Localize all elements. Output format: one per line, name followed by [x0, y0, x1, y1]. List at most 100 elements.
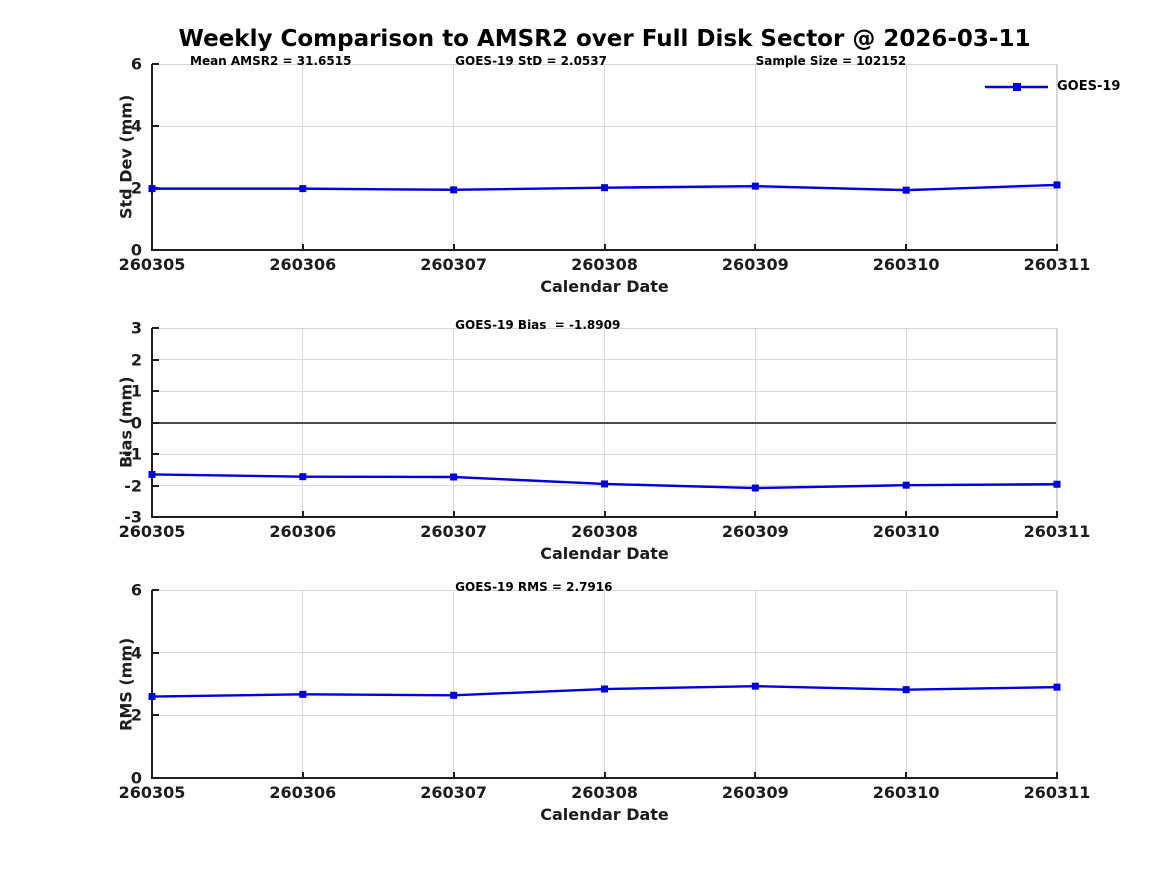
subplot-bias: 260305 260306 260307 260308 260309 260310 2603…	[117, 318, 1091, 563]
x-tick-label: 260307	[420, 783, 488, 802]
y-tick-label: 1	[130, 381, 142, 401]
zero-reference-line	[152, 421, 1057, 424]
plot-spine-left	[151, 590, 153, 778]
x-axis-tick	[301, 511, 304, 517]
x-tick-label: 260308	[571, 255, 638, 274]
gridline	[152, 125, 1057, 127]
x-axis-tick	[754, 244, 757, 250]
plot-spine-right	[1056, 328, 1057, 517]
y-tick-label: 2	[130, 705, 142, 725]
x-tick-label: 260307	[420, 255, 488, 274]
chart-title: Weekly Comparison to AMSR2 over Full Dis…	[178, 26, 1031, 52]
gridline	[1056, 64, 1058, 250]
y-axis-tick	[152, 777, 159, 779]
plot-annotation: GOES-19 Bias = -1.8909	[455, 318, 621, 332]
x-tick-label: 260305	[118, 255, 186, 274]
y-tick-label: -2	[124, 476, 142, 495]
x-tick-label: 260305	[118, 522, 186, 541]
y-axis-tick	[152, 421, 159, 424]
gridline	[453, 64, 455, 250]
x-axis-tick	[905, 511, 908, 517]
x-tick-label: 260308	[571, 522, 638, 541]
y-axis-tick	[152, 453, 159, 455]
legend: GOES-19	[985, 79, 1120, 94]
y-axis-tick	[152, 249, 159, 251]
x-axis-tick	[151, 772, 153, 778]
plot-spine-top	[152, 590, 1057, 591]
y-tick-label: 4	[130, 116, 142, 136]
gridline	[754, 64, 756, 250]
x-axis-tick	[1056, 511, 1058, 517]
y-axis-tick	[152, 125, 159, 127]
y-tick-label: 0	[130, 768, 142, 788]
y-tick-label: 2	[130, 178, 142, 198]
plot-annotation: Sample Size = 102152	[755, 54, 907, 68]
x-tick-label: 260311	[1023, 783, 1091, 802]
x-axis-tick	[452, 511, 455, 517]
x-tick-label: 260310	[872, 522, 940, 541]
plot-spine-top	[152, 328, 1057, 329]
subplot-rms: 260305 260306 260307 260308 260309 260310 2603…	[117, 580, 1091, 824]
x-axis-tick	[151, 511, 153, 517]
plot-annotation: Mean AMSR2 = 31.6515	[190, 54, 352, 68]
gridline	[905, 590, 907, 778]
x-axis-tick	[301, 244, 304, 250]
y-axis-tick	[152, 714, 159, 717]
y-tick-label: 0	[130, 413, 142, 432]
x-tick-label: 260309	[721, 783, 789, 802]
y-axis-tick	[152, 327, 159, 329]
y-tick-label: 0	[130, 240, 142, 260]
plot-annotation: GOES-19 RMS = 2.7916	[455, 580, 613, 594]
plot-spine-left	[151, 64, 153, 250]
legend-line-sample	[985, 82, 1048, 91]
x-tick-label: 260310	[872, 255, 940, 274]
x-tick-label: 260305	[118, 783, 186, 802]
y-tick-label: -3	[124, 507, 142, 527]
x-axis-tick	[1056, 772, 1058, 778]
y-axis-tick	[152, 484, 159, 487]
x-tick-label: 260309	[721, 255, 789, 274]
y-axis-tick	[152, 63, 159, 65]
legend-label: GOES-19	[1057, 79, 1121, 94]
plot-spine-right	[1056, 64, 1057, 250]
y-tick-label: 3	[130, 318, 142, 338]
gridline	[152, 652, 1057, 654]
gridline	[152, 453, 1057, 455]
plot-spine-bottom	[151, 516, 1058, 518]
gridline	[604, 590, 605, 778]
x-axis-tick	[151, 244, 153, 250]
x-axis-tick	[603, 511, 606, 517]
y-tick-label: 4	[130, 643, 142, 663]
y-tick-label: 6	[130, 580, 142, 600]
plot-spine-bottom	[151, 249, 1058, 251]
x-axis-label: Calendar Date	[540, 544, 669, 563]
y-tick-label: -1	[124, 444, 142, 464]
x-axis-tick	[603, 772, 606, 778]
data-series-goes-19	[148, 682, 1061, 701]
x-tick-label: 260311	[1023, 522, 1091, 541]
x-axis-tick	[905, 244, 908, 250]
x-axis-tick	[603, 244, 606, 250]
x-axis-tick	[1056, 244, 1058, 250]
gridline	[604, 64, 605, 250]
gridline	[453, 590, 455, 778]
y-axis-tick	[152, 589, 159, 591]
x-tick-label: 260306	[269, 522, 337, 541]
y-axis-label: Bias (mm)	[116, 376, 136, 469]
data-series-goes-19	[148, 181, 1061, 194]
y-axis-tick	[152, 516, 159, 518]
y-axis-tick	[152, 358, 159, 361]
gridline	[152, 390, 1057, 392]
subplot-stddev: 260305 260306 260307 260308 260309 260310 2603…	[117, 54, 1091, 296]
y-axis-tick	[152, 390, 159, 392]
y-tick-label: 2	[130, 350, 142, 369]
y-axis-label: Std Dev (mm)	[116, 94, 136, 220]
x-axis-tick	[905, 772, 908, 778]
plot-spine-bottom	[151, 777, 1058, 779]
x-axis-tick	[452, 772, 455, 778]
x-axis-tick	[301, 772, 304, 778]
x-tick-label: 260308	[571, 783, 638, 802]
x-tick-label: 260311	[1023, 255, 1091, 274]
x-axis-tick	[754, 772, 757, 778]
